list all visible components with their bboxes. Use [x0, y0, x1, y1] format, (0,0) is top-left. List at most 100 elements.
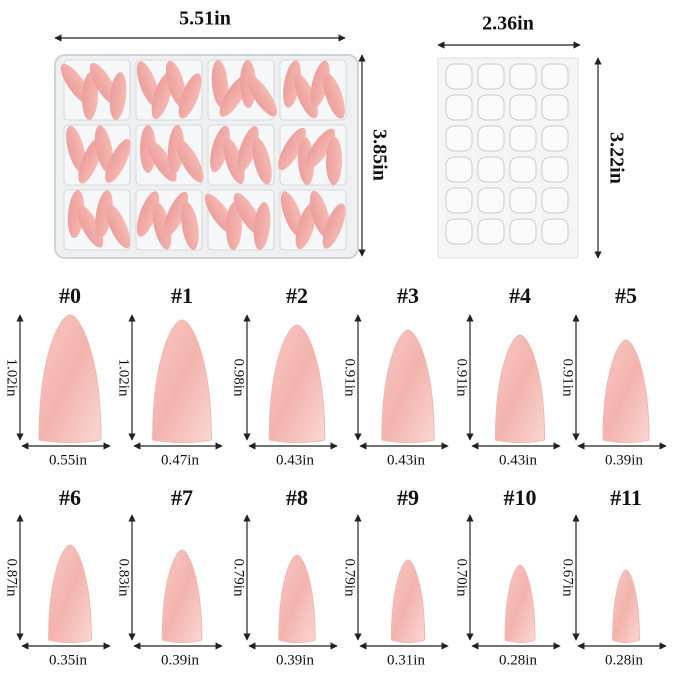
nail: [48, 544, 92, 643]
nail-tip: [167, 125, 185, 173]
adhesive-tab: [541, 187, 569, 214]
adhesive-tab: [445, 187, 473, 214]
width-label: 0.39in: [161, 652, 199, 668]
adhesive-tab: [509, 125, 537, 152]
nail-tip: [81, 72, 99, 120]
nail-tip: [163, 191, 189, 237]
nail: [390, 559, 426, 643]
width-label: 0.43in: [276, 452, 314, 468]
nail-tip: [210, 125, 230, 173]
size-label: #11: [610, 485, 642, 510]
width-label: 0.28in: [605, 652, 643, 668]
width-label: 0.28in: [499, 652, 537, 668]
length-label: 0.91in: [342, 359, 358, 397]
width-label: 0.43in: [499, 452, 537, 468]
nail-tip: [67, 190, 85, 238]
size-label: #3: [397, 283, 419, 308]
sheet-width: 2.36in: [482, 13, 534, 35]
nail-tip: [305, 128, 335, 170]
width-label: 0.43in: [387, 452, 425, 468]
size-label: #4: [509, 283, 531, 308]
nail-tip: [322, 203, 346, 249]
nail-tip: [176, 139, 204, 183]
nail-tip: [309, 190, 331, 238]
nail-tip: [165, 60, 187, 108]
nail-tip: [252, 137, 272, 185]
nail-tip: [283, 60, 301, 108]
nail-tip: [325, 137, 343, 185]
adhesive-tab: [509, 63, 537, 90]
length-label: 0.98in: [231, 359, 247, 397]
nail: [152, 319, 212, 443]
box-contents: [60, 59, 347, 251]
size-label: #9: [397, 485, 419, 510]
box-height: 3.85in: [368, 129, 390, 181]
nail: [504, 564, 536, 643]
nail-tip: [225, 202, 243, 250]
nail-tip: [94, 125, 114, 173]
adhesive-tab: [477, 156, 505, 183]
adhesive-tab: [541, 94, 569, 121]
nail-tip: [109, 72, 127, 120]
adhesive-tab: [509, 187, 537, 214]
size-label: #5: [615, 283, 637, 308]
adhesive-tab: [541, 63, 569, 90]
nail-tip: [95, 190, 113, 238]
nail-tip: [323, 73, 345, 119]
size-label: #0: [59, 283, 81, 308]
length-label: 0.91in: [454, 359, 470, 397]
adhesive-tab: [445, 218, 473, 245]
nail: [381, 329, 435, 443]
nail-tip: [211, 60, 229, 108]
nail-tip: [294, 73, 318, 119]
nail: [161, 549, 203, 643]
size-label: #8: [286, 485, 308, 510]
adhesive-tab: [541, 218, 569, 245]
length-label: 1.02in: [4, 359, 20, 397]
adhesive-tab: [445, 125, 473, 152]
size-label: #7: [171, 485, 193, 510]
adhesive-tab: [509, 218, 537, 245]
nail-tip: [237, 126, 259, 172]
nail-tip: [278, 127, 306, 171]
nail: [602, 339, 650, 443]
nail-tip: [310, 60, 330, 108]
sheet-height: 3.22in: [605, 132, 627, 184]
nail: [38, 314, 102, 443]
adhesive-tab: [477, 218, 505, 245]
nail-tip: [280, 191, 304, 237]
nail-tip: [105, 203, 131, 249]
size-label: #6: [59, 485, 81, 510]
nail-tip: [295, 202, 317, 250]
adhesive-tab: [477, 94, 505, 121]
adhesive-tab: [445, 94, 473, 121]
adhesive-tab: [477, 63, 505, 90]
size-label: #1: [171, 283, 193, 308]
adhesive-tab: [477, 125, 505, 152]
nail-tip: [78, 138, 102, 184]
nail-tip: [147, 140, 177, 182]
adhesive-tab: [509, 94, 537, 121]
adhesive-tab: [477, 187, 505, 214]
nail: [494, 334, 546, 443]
length-label: 0.67in: [560, 559, 576, 597]
nail-sizes: #0 1.02in 0.55in #1 1.02in 0.47in #2 0.98in 0.43…: [4, 283, 667, 668]
width-label: 0.31in: [387, 652, 425, 668]
size-label: #10: [504, 485, 537, 510]
nail: [278, 554, 316, 643]
length-label: 0.91in: [560, 359, 576, 397]
nail-tip: [152, 202, 172, 250]
box-width: 5.51in: [179, 8, 231, 30]
adhesive-tab: [541, 125, 569, 152]
nail-tip: [105, 139, 131, 183]
nail-tip: [136, 61, 160, 107]
adhesive-tab: [445, 156, 473, 183]
width-label: 0.39in: [276, 652, 314, 668]
adhesive-tab: [509, 156, 537, 183]
length-label: 1.02in: [116, 359, 132, 397]
nail: [268, 324, 326, 443]
nail-tip: [66, 125, 86, 173]
nail-tip: [247, 75, 277, 117]
nail-tip: [136, 191, 160, 237]
length-label: 0.70in: [454, 559, 470, 597]
